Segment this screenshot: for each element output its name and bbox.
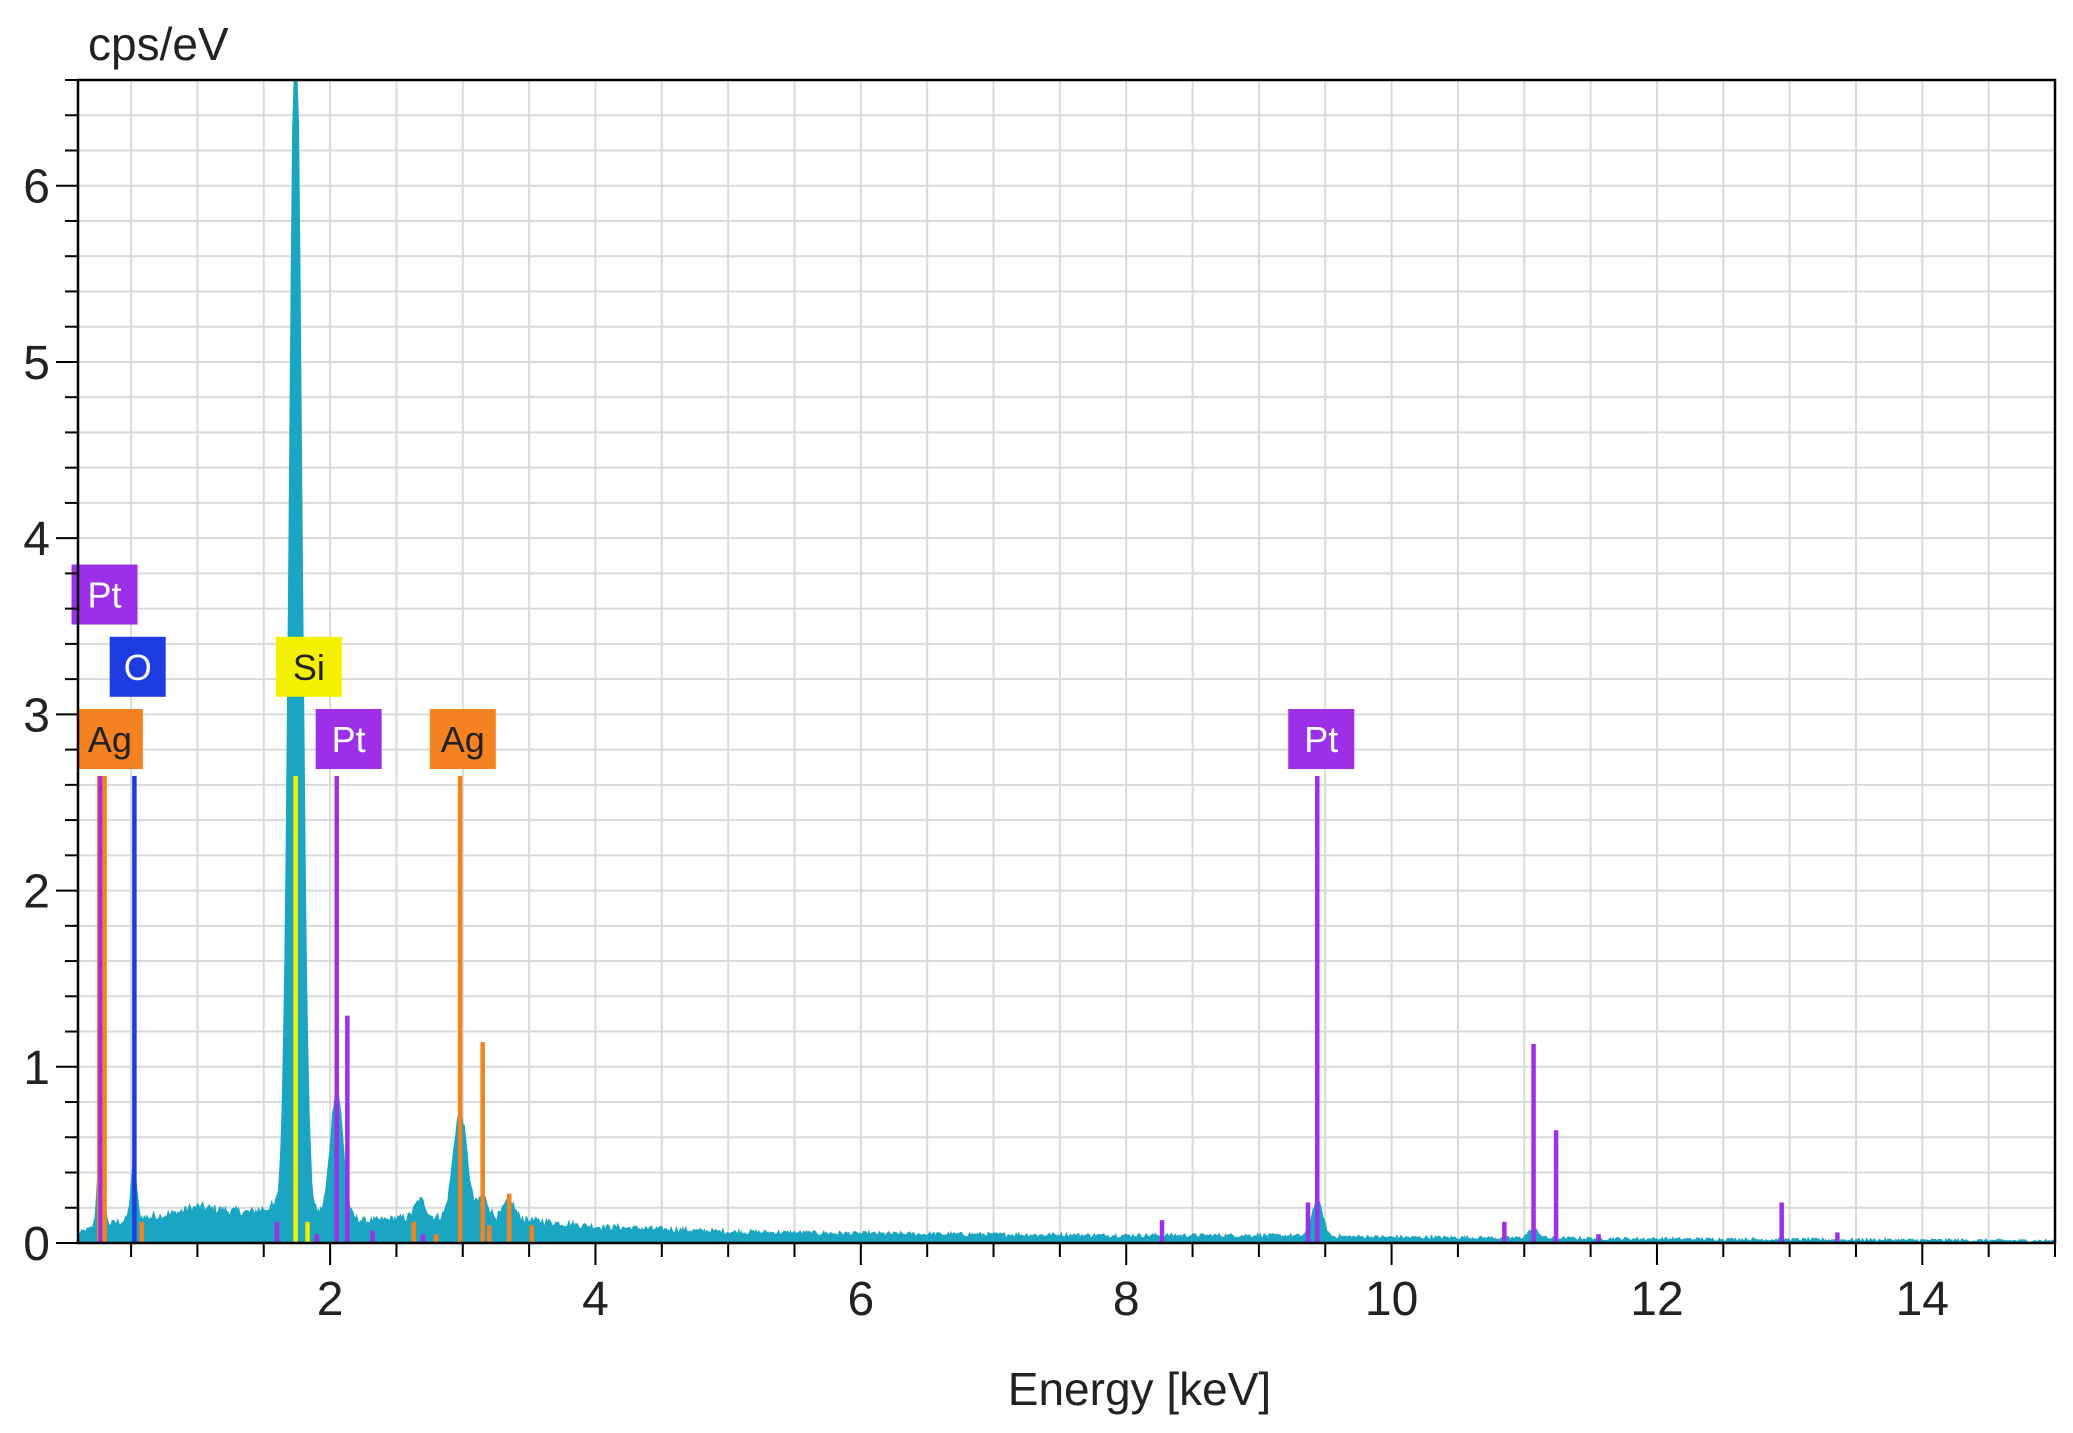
grid	[78, 80, 2055, 1243]
element-label-box	[315, 709, 382, 770]
element-label-text: Si	[293, 647, 325, 688]
x-tick-label: 8	[1113, 1273, 1140, 1326]
element-label-box	[71, 564, 138, 625]
x-tick-label: 6	[847, 1273, 874, 1326]
element-label-pt: Pt	[1288, 709, 1355, 770]
element-label-text: Pt	[332, 719, 366, 760]
x-tick-label: 2	[317, 1273, 344, 1326]
spectrum-layer	[77, 79, 2056, 1244]
element-lines-layer	[96, 776, 1840, 1243]
element-label-text: Pt	[1304, 719, 1338, 760]
y-tick-label: 2	[23, 866, 50, 919]
element-label-box	[1288, 709, 1355, 770]
element-label-box	[109, 636, 166, 697]
x-tick-label: 12	[1630, 1273, 1683, 1326]
plot-frame	[76, 78, 2057, 1245]
x-tick-label: 14	[1896, 1273, 1949, 1326]
element-label-si: Si	[275, 636, 342, 697]
y-tick-label: 4	[23, 513, 50, 566]
element-label-text: Ag	[88, 719, 132, 760]
element-label-o: O	[109, 636, 166, 697]
y-tick-label: 5	[23, 337, 50, 390]
element-label-pt: Pt	[71, 564, 138, 625]
spectrum-curve	[77, 79, 2056, 1244]
element-label-box	[275, 636, 342, 697]
y-tick-label: 6	[23, 161, 50, 214]
y-tick-label: 3	[23, 689, 50, 742]
element-label-text: Ag	[441, 719, 485, 760]
y-tick-label: 1	[23, 1042, 50, 1095]
element-label-box	[76, 709, 143, 770]
element-label-pt: Pt	[315, 709, 382, 770]
x-axis-title: Energy [keV]	[1008, 1363, 1271, 1415]
y-tick-label: 0	[23, 1218, 50, 1271]
element-label-text: O	[124, 647, 152, 688]
element-label-ag: Ag	[429, 709, 496, 770]
x-tick-label: 4	[582, 1273, 609, 1326]
element-label-ag: Ag	[76, 709, 143, 770]
y-axis-title: cps/eV	[88, 18, 229, 70]
x-tick-label: 10	[1365, 1273, 1418, 1326]
element-label-text: Pt	[88, 575, 122, 616]
element-label-box	[429, 709, 496, 770]
